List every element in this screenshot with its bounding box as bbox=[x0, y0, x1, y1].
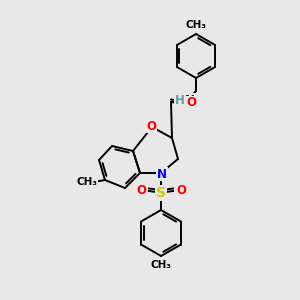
Text: N: N bbox=[157, 167, 167, 181]
Text: N: N bbox=[185, 94, 195, 106]
Text: O: O bbox=[176, 184, 186, 197]
Text: O: O bbox=[146, 119, 156, 133]
Text: CH₃: CH₃ bbox=[76, 177, 98, 187]
Text: O: O bbox=[186, 97, 196, 110]
Text: CH₃: CH₃ bbox=[185, 20, 206, 30]
Text: CH₃: CH₃ bbox=[151, 260, 172, 270]
Text: O: O bbox=[136, 184, 146, 197]
Text: S: S bbox=[156, 186, 166, 200]
Text: H: H bbox=[175, 94, 185, 106]
